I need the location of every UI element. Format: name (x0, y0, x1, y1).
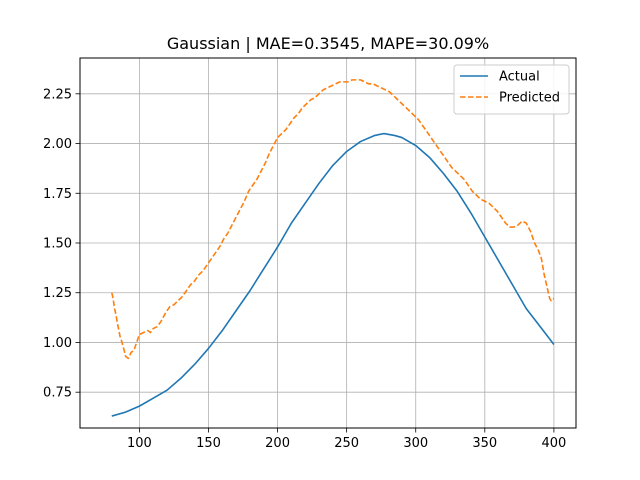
y-tick-label: 1.75 (43, 187, 72, 202)
legend-label-actual: Actual (499, 70, 540, 85)
x-tick-label: 200 (265, 436, 290, 451)
legend-box (453, 64, 570, 115)
y-tick-label: 1.50 (43, 237, 72, 252)
ticks: 100 150 200 250 300 350 400 0.75 1.00 1.25 1.50 1.7… (43, 87, 566, 451)
x-tick-label: 150 (196, 436, 221, 451)
x-tick-label: 350 (472, 436, 497, 451)
y-tick-label: 1.00 (43, 336, 72, 351)
series-layer (111, 79, 555, 417)
chart-title: Gaussian | MAE=0.3545, MAPE=30.09% (167, 34, 489, 53)
legend: Actual Predicted (453, 64, 570, 115)
y-tick-label: 0.75 (43, 386, 72, 401)
x-tick-label: 400 (541, 436, 566, 451)
x-tick-label: 250 (334, 436, 359, 451)
x-tick-label: 100 (127, 436, 152, 451)
series-line-predicted (111, 79, 554, 360)
legend-label-predicted: Predicted (499, 91, 560, 106)
y-tick-label: 1.25 (43, 286, 72, 301)
y-tick-label: 2.00 (43, 137, 72, 152)
x-tick-label: 300 (403, 436, 428, 451)
legend-items: Actual Predicted (460, 70, 560, 106)
y-tick-label: 2.25 (43, 87, 72, 102)
series-line-actual (111, 132, 555, 417)
